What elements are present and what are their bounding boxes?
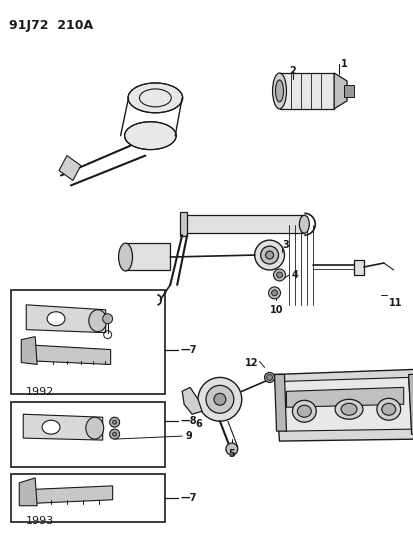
Circle shape: [273, 269, 285, 281]
Bar: [11, 402, 165, 467]
Ellipse shape: [297, 405, 311, 417]
Polygon shape: [282, 377, 411, 431]
Ellipse shape: [47, 312, 65, 326]
Polygon shape: [274, 375, 286, 431]
Circle shape: [271, 290, 277, 296]
Text: 6: 6: [195, 419, 202, 429]
Circle shape: [214, 393, 225, 405]
Circle shape: [268, 287, 280, 299]
Text: 1992: 1992: [26, 387, 55, 398]
Polygon shape: [274, 369, 413, 441]
Ellipse shape: [260, 246, 278, 264]
Polygon shape: [23, 345, 110, 365]
Text: —8: —8: [180, 416, 196, 426]
Ellipse shape: [376, 398, 400, 420]
Polygon shape: [26, 305, 105, 333]
Ellipse shape: [128, 83, 182, 113]
Text: —7: —7: [180, 345, 196, 354]
Text: 9: 9: [185, 431, 192, 441]
Text: 5: 5: [228, 449, 235, 459]
Polygon shape: [286, 387, 403, 407]
Text: 2: 2: [289, 66, 295, 76]
Text: 91J72  210A: 91J72 210A: [9, 19, 93, 33]
Polygon shape: [59, 156, 81, 181]
Ellipse shape: [381, 403, 395, 415]
Ellipse shape: [42, 420, 60, 434]
Bar: [343, 85, 353, 97]
Polygon shape: [182, 387, 202, 414]
Ellipse shape: [292, 400, 316, 422]
Bar: [11, 474, 165, 522]
Text: 4: 4: [291, 270, 297, 280]
Circle shape: [264, 373, 274, 382]
Text: 10: 10: [269, 305, 282, 315]
Ellipse shape: [124, 122, 176, 150]
Polygon shape: [23, 414, 102, 440]
Polygon shape: [333, 73, 346, 109]
Ellipse shape: [275, 80, 283, 102]
Text: 3: 3: [282, 240, 289, 250]
Polygon shape: [279, 73, 333, 109]
Ellipse shape: [335, 399, 362, 419]
Circle shape: [109, 429, 119, 439]
Circle shape: [109, 417, 119, 427]
Polygon shape: [23, 486, 112, 504]
Circle shape: [225, 443, 237, 455]
Ellipse shape: [118, 243, 132, 271]
Polygon shape: [21, 337, 37, 365]
Circle shape: [276, 272, 282, 278]
Circle shape: [266, 375, 272, 381]
Circle shape: [112, 420, 116, 424]
Circle shape: [197, 377, 241, 421]
Polygon shape: [180, 212, 187, 236]
Ellipse shape: [88, 310, 107, 332]
Bar: [11, 290, 165, 394]
Polygon shape: [185, 215, 304, 233]
Ellipse shape: [254, 240, 284, 270]
Ellipse shape: [299, 215, 309, 233]
Ellipse shape: [272, 73, 286, 109]
Text: 1: 1: [340, 59, 347, 69]
Polygon shape: [408, 375, 413, 437]
Circle shape: [112, 432, 116, 436]
Ellipse shape: [85, 417, 103, 439]
Circle shape: [206, 385, 233, 413]
Ellipse shape: [265, 251, 273, 259]
Polygon shape: [19, 478, 37, 506]
Circle shape: [102, 314, 112, 324]
Ellipse shape: [340, 403, 356, 415]
Polygon shape: [353, 260, 363, 275]
Text: 12: 12: [244, 358, 258, 368]
Polygon shape: [125, 243, 170, 270]
Text: 1993: 1993: [26, 516, 55, 526]
Text: —7: —7: [180, 493, 196, 503]
Text: 11: 11: [388, 298, 401, 308]
